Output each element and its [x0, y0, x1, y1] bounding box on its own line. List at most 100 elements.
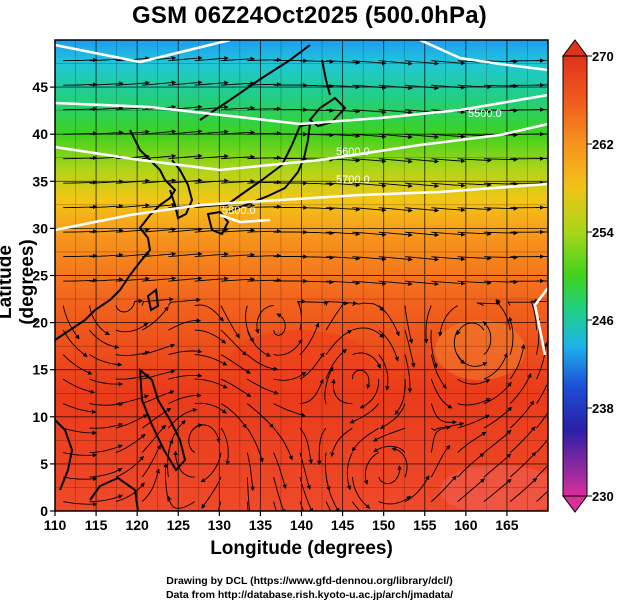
wind-streamline	[483, 108, 519, 113]
wind-streamline	[536, 438, 548, 453]
wind-streamline	[530, 298, 540, 331]
wind-streamline	[430, 354, 447, 390]
wind-streamline	[89, 329, 120, 350]
wind-streamline	[373, 445, 406, 453]
wind-streamline	[63, 476, 98, 482]
coastline-japan-kyushu	[206, 210, 230, 236]
wind-streamline	[273, 338, 303, 356]
wind-streamline	[431, 158, 466, 164]
wind-streamline	[430, 330, 438, 369]
wind-streamline	[326, 133, 361, 139]
wind-streamline	[89, 378, 124, 387]
x-axis: 110 115 120 125 130 135 140 145 150 155 160 165	[44, 511, 519, 533]
wind-streamline	[352, 182, 387, 188]
wind-streamline	[220, 277, 256, 282]
wind-streamline	[378, 158, 413, 164]
wind-streamline	[483, 352, 508, 380]
x-tick-label: 155	[413, 517, 437, 533]
wind-streamline	[457, 207, 492, 212]
wind-streamline	[115, 298, 144, 313]
wind-streamline	[404, 305, 414, 344]
wind-streamline	[62, 354, 93, 375]
wind-streamline	[325, 300, 358, 306]
wind-streamline	[273, 403, 306, 418]
wind-streamline	[194, 329, 227, 344]
coastline-taiwan	[146, 288, 160, 312]
wind-streamline	[220, 154, 256, 160]
wind-streamline	[378, 465, 402, 485]
wind-streamline	[352, 84, 387, 90]
wind-streamline	[168, 55, 203, 62]
wind-streamline	[217, 501, 222, 511]
wind-streamline	[326, 231, 361, 237]
contour-5400-east	[419, 40, 548, 72]
contour-label: 5600.0	[336, 146, 370, 158]
wind-streamline	[457, 256, 492, 261]
wind-streamline	[431, 256, 466, 262]
wind-streamline	[536, 255, 548, 258]
wind-streamline	[297, 300, 329, 306]
wind-streamline	[378, 109, 413, 115]
wind-streamline	[483, 453, 512, 478]
warm-patch	[440, 465, 548, 511]
wind-streamline	[453, 329, 466, 365]
wind-streamline	[115, 80, 150, 86]
wind-streamline	[378, 84, 413, 91]
wind-streamline	[115, 252, 150, 258]
y-tick-label: 35	[32, 173, 48, 189]
wind-streamline	[431, 231, 466, 237]
wind-streamline	[325, 300, 349, 331]
wind-streamline	[220, 252, 256, 258]
wind-streamline	[115, 227, 150, 233]
wind-streamline	[220, 305, 240, 339]
wind-streamline	[273, 313, 286, 336]
wind-streamline	[89, 422, 124, 429]
wind-streamline	[220, 403, 247, 429]
wind-streamline	[220, 105, 256, 111]
wind-streamline	[299, 322, 320, 355]
wind-streamline	[220, 427, 230, 466]
wind-streamline	[483, 181, 519, 187]
wind-streamline	[324, 452, 331, 492]
wind-streamline	[194, 56, 229, 62]
wind-streamline	[378, 305, 400, 337]
wind-streamline	[194, 154, 229, 160]
x-tick-label: 165	[495, 517, 519, 533]
wind-streamline	[299, 476, 314, 511]
wind-streamline	[115, 350, 150, 356]
wind-streamline	[325, 330, 353, 355]
x-tick-label: 145	[331, 517, 355, 533]
contour-5900-east	[533, 287, 548, 356]
wind-streamline	[378, 256, 413, 262]
x-tick-label: 150	[372, 517, 396, 533]
wind-streamline	[457, 414, 490, 429]
wind-streamline	[509, 373, 532, 404]
geopotential-contours	[55, 40, 548, 356]
wind-streamline	[273, 501, 277, 511]
wind-streamline	[220, 179, 256, 184]
wind-streamline	[220, 56, 256, 62]
wind-streamline	[246, 501, 249, 511]
coastlines	[55, 44, 347, 511]
wind-streamline	[194, 378, 228, 389]
wind-streamline	[141, 424, 167, 453]
wind-streamline	[299, 59, 334, 64]
coastline-japan-honshu	[227, 122, 312, 213]
wind-streamline	[63, 403, 97, 415]
wind-streamline	[63, 57, 98, 63]
wind-streamline	[457, 158, 492, 163]
wind-streamline	[326, 256, 361, 261]
wind-streamline	[167, 495, 195, 509]
wind-streamline	[378, 354, 390, 391]
wind-streamline	[220, 203, 256, 209]
wind-streamline	[63, 229, 98, 234]
wind-streamline	[483, 381, 512, 405]
wind-streamline	[457, 182, 492, 188]
warm-patch	[230, 330, 370, 390]
wind-streamline	[326, 207, 361, 212]
wind-streamline	[326, 84, 361, 90]
wind-streamline	[351, 477, 371, 509]
wind-streamline	[63, 180, 98, 185]
wind-streamline	[457, 431, 487, 453]
wind-streamline	[373, 427, 406, 442]
